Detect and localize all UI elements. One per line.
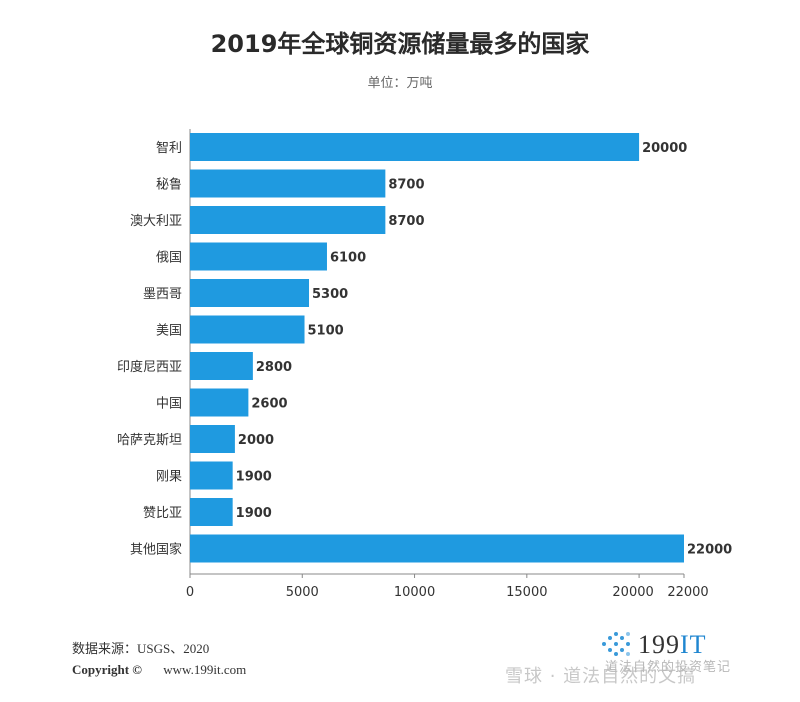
value-label-7: 2600: [251, 397, 287, 412]
category-label-3: 俄国: [156, 251, 182, 266]
bar-6: [190, 352, 253, 380]
chart-title: 2019年全球铜资源储量最多的国家: [210, 30, 590, 58]
x-tick-label-1: 5000: [286, 585, 319, 600]
value-label-3: 6100: [330, 251, 366, 266]
category-label-9: 刚果: [156, 470, 182, 485]
x-tick-label-5: 22000: [667, 585, 708, 600]
category-label-6: 印度尼西亚: [117, 359, 182, 375]
logo-it: IT: [680, 630, 707, 659]
category-label-7: 中国: [156, 397, 182, 412]
x-tick-label-2: 10000: [394, 585, 435, 600]
value-label-0: 20000: [642, 141, 687, 156]
bar-5: [190, 315, 305, 344]
logo-text: 199IT: [638, 630, 707, 660]
value-label-10: 1900: [236, 506, 272, 521]
chart-subtitle: 单位：万吨: [367, 76, 433, 91]
bar-9: [190, 461, 233, 490]
bar-8: [190, 425, 235, 453]
value-label-4: 5300: [312, 287, 348, 302]
copyright-label: Copyright ©: [72, 662, 143, 677]
brand-logo: 199IT: [600, 630, 707, 660]
bar-11: [190, 534, 684, 563]
bar-0: [190, 133, 640, 161]
bar-2: [190, 206, 386, 234]
x-tick-label-0: 0: [186, 585, 194, 600]
category-label-11: 其他国家: [130, 542, 182, 558]
bar-10: [190, 498, 233, 526]
category-label-2: 澳大利亚: [130, 213, 182, 229]
bar-3: [190, 242, 327, 271]
value-label-1: 8700: [388, 178, 424, 193]
category-label-10: 赞比亚: [143, 506, 182, 521]
dots-logo-icon: [600, 630, 634, 660]
bar-4: [190, 279, 310, 307]
value-label-5: 5100: [308, 324, 344, 339]
watermark: 雪球 · 道法自然的文搞 道法自然的投资笔记: [505, 660, 730, 688]
category-label-4: 墨西哥: [143, 287, 182, 302]
bar-7: [190, 388, 249, 417]
value-label-6: 2800: [256, 360, 292, 375]
watermark-main: 雪球 · 道法自然的文搞: [505, 666, 697, 687]
x-tick-label-4: 20000: [612, 585, 653, 600]
value-label-11: 22000: [687, 543, 732, 558]
logo-number: 199: [638, 630, 680, 659]
copyright-line: Copyright © www.199it.com: [72, 662, 246, 678]
site-url[interactable]: www.199it.com: [163, 662, 247, 677]
value-label-2: 8700: [388, 214, 424, 229]
watermark-sub: 道法自然的投资笔记: [605, 660, 732, 675]
category-label-5: 美国: [156, 324, 182, 339]
source-note: 数据来源：USGS、2020: [72, 641, 210, 656]
category-label-8: 哈萨克斯坦: [117, 433, 182, 448]
value-label-9: 1900: [236, 470, 272, 485]
x-tick-label-3: 15000: [506, 585, 547, 600]
value-label-8: 2000: [238, 433, 274, 448]
category-label-1: 秘鲁: [156, 178, 182, 193]
category-label-0: 智利: [156, 141, 182, 156]
bar-1: [190, 169, 386, 198]
